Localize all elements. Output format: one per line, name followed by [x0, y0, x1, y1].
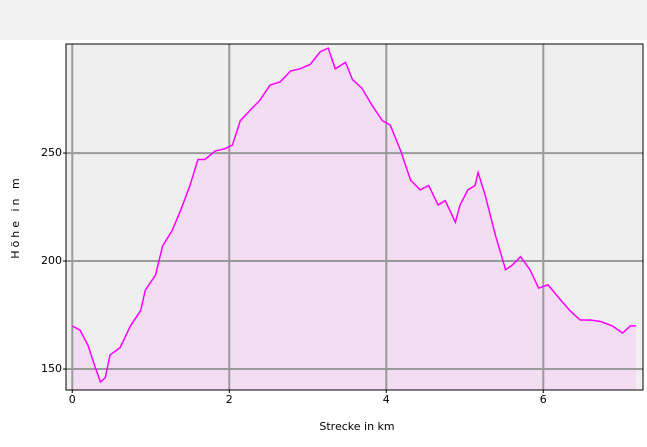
- x-tick-label: 0: [69, 393, 76, 406]
- y-tick-label: 150: [41, 362, 62, 375]
- y-axis-label: Höhe in m: [9, 175, 22, 258]
- elevation-line: [71, 47, 636, 384]
- plot-border: [65, 43, 644, 391]
- x-axis-label: Strecke in km: [319, 420, 394, 433]
- area-fill: [72, 48, 636, 390]
- x-tick-label: 6: [540, 393, 547, 406]
- x-tick-label: 4: [383, 393, 390, 406]
- x-tick-label: 2: [226, 393, 233, 406]
- y-tick-label: 200: [41, 254, 62, 267]
- y-tick-label: 250: [41, 146, 62, 159]
- top-band: [0, 0, 647, 40]
